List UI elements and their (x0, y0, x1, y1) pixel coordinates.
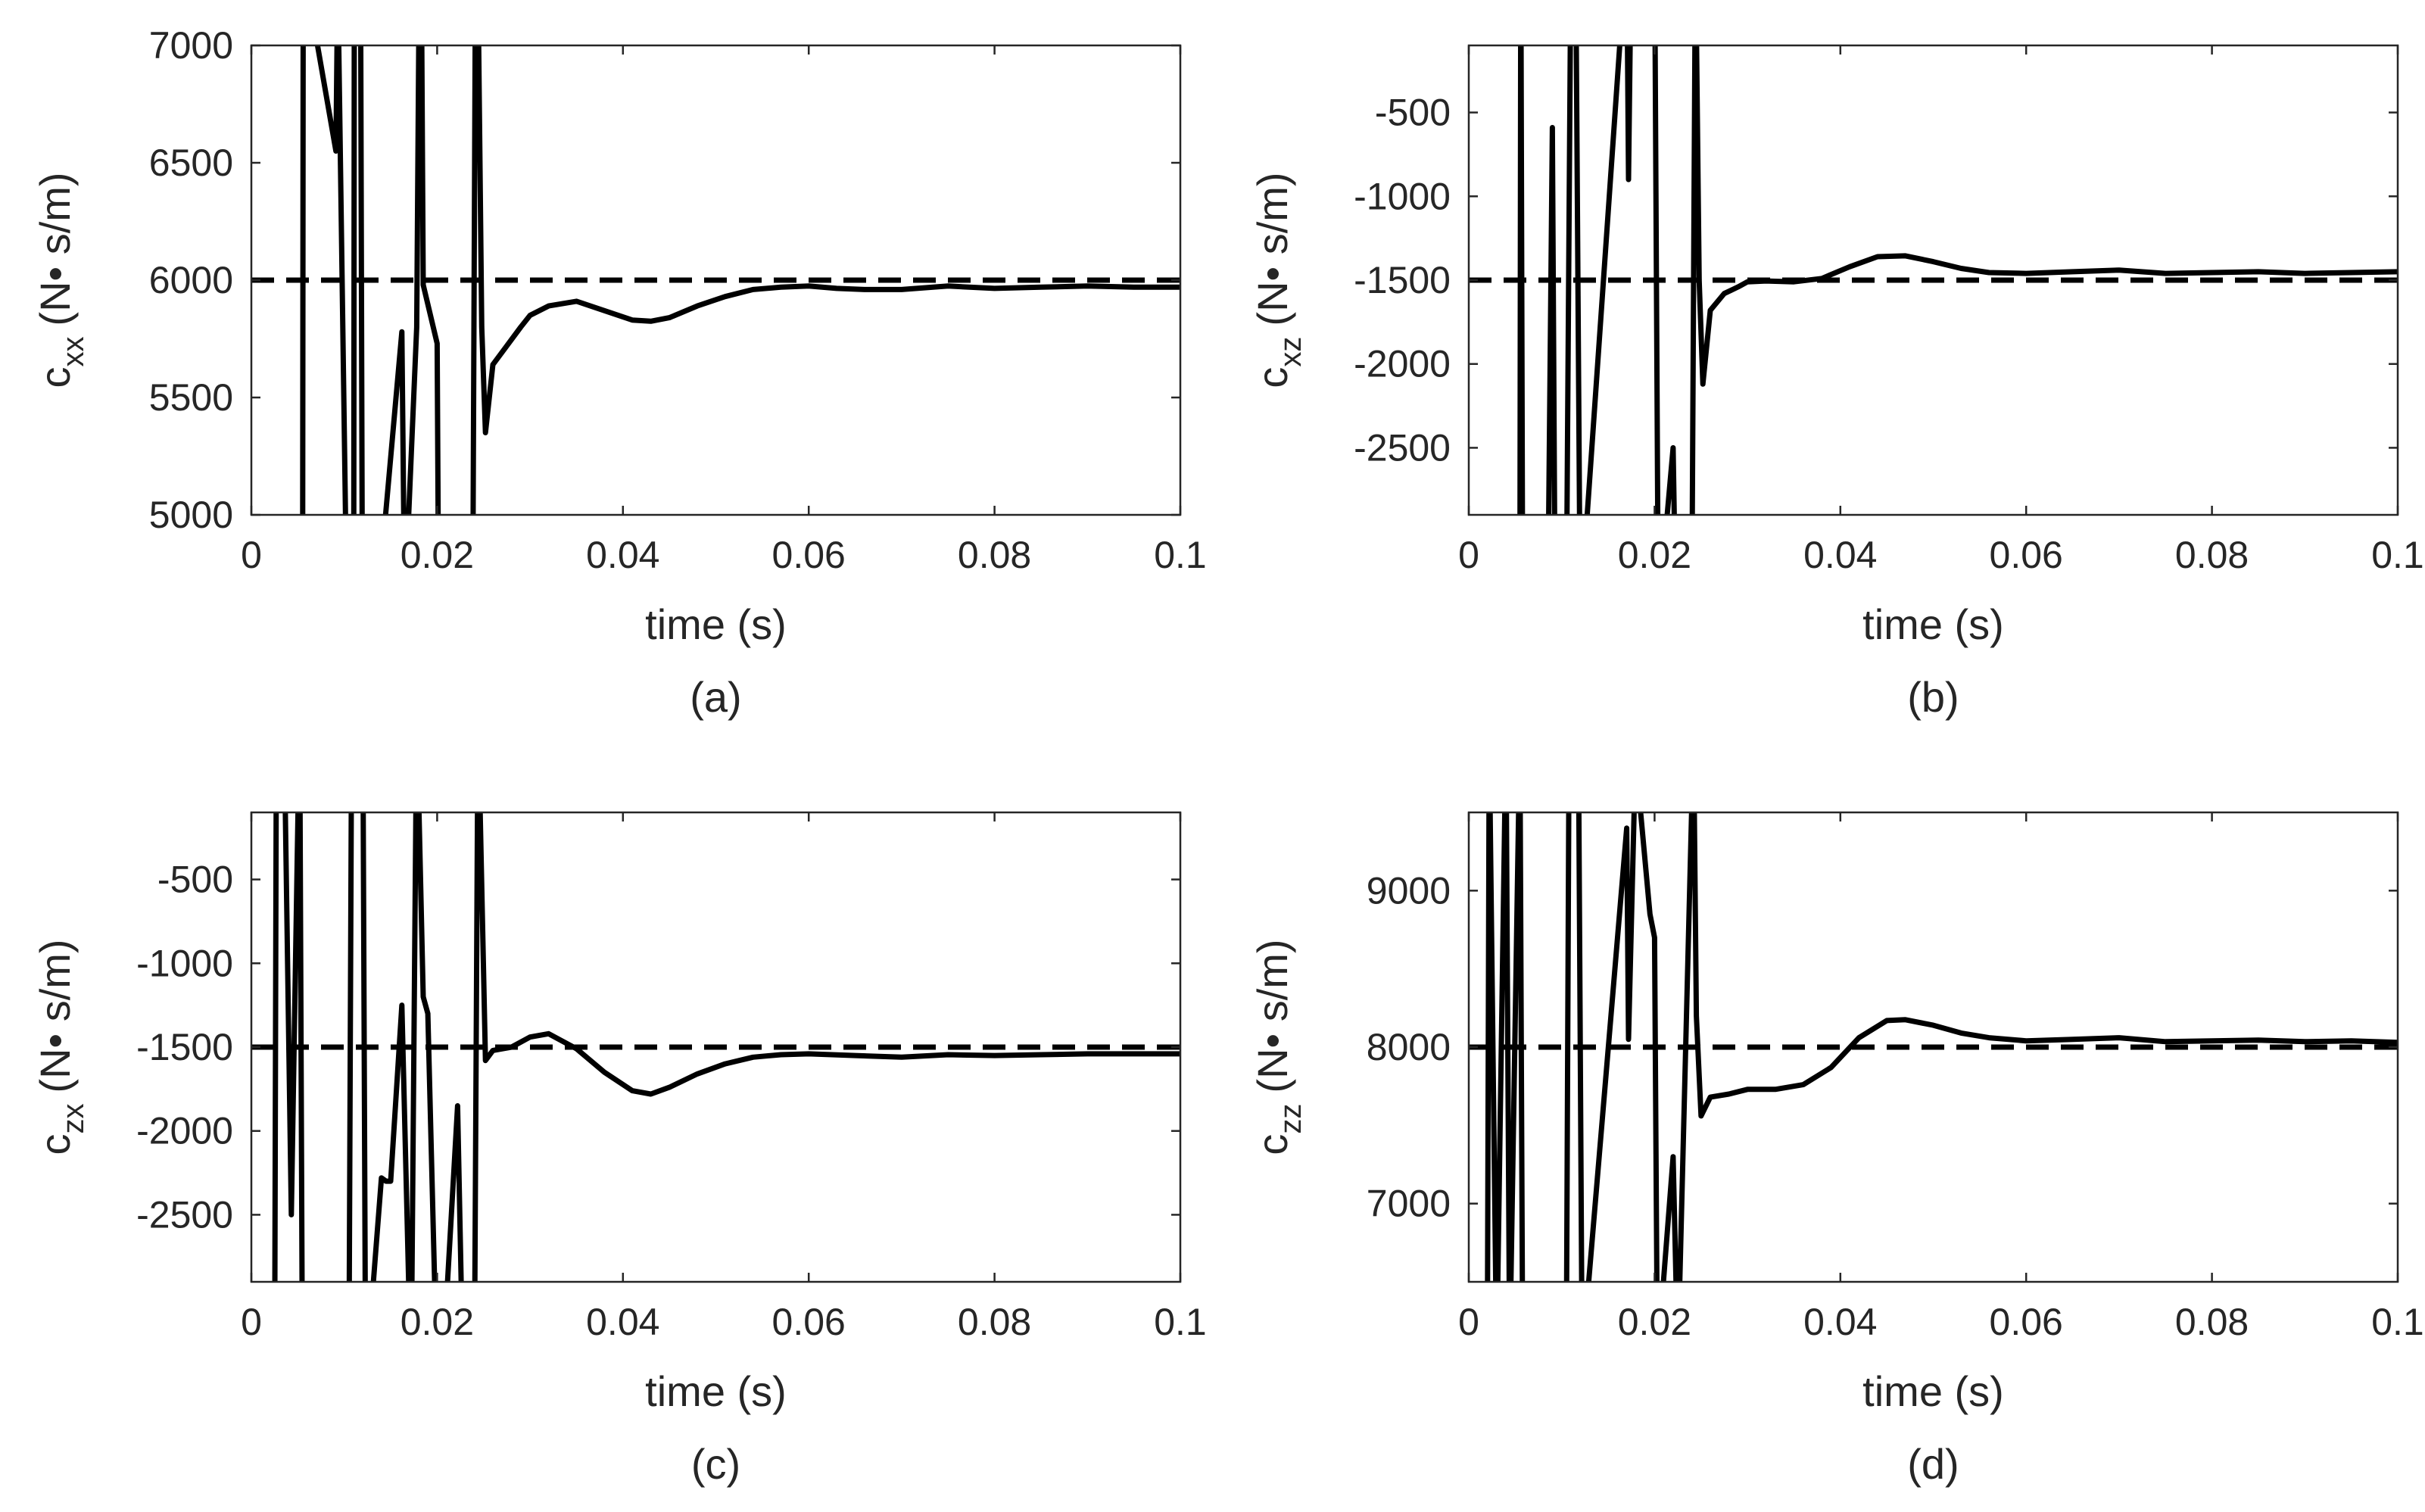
y-axis-subscript: xz (1274, 337, 1308, 367)
y-tick-label: 7000 (149, 24, 233, 67)
x-tick-label: 0.04 (1803, 1301, 1877, 1343)
y-axis-label: czz (N• s/m) (1248, 939, 1308, 1155)
y-tick-label: 9000 (1367, 869, 1451, 912)
y-tick-label: 5000 (149, 494, 233, 536)
x-tick-label: 0.04 (586, 534, 659, 576)
y-tick-label: -2500 (136, 1193, 233, 1236)
x-tick-label: 0.08 (958, 534, 1031, 576)
x-tick-label: 0.04 (1803, 534, 1877, 576)
y-axis-symbol: c (1248, 1134, 1296, 1155)
x-tick-label: 0.08 (2175, 534, 2249, 576)
y-axis-units: (N• s/m) (31, 939, 79, 1093)
x-tick-label: 0 (241, 534, 262, 576)
series-line-estimate (1517, 45, 2398, 515)
x-axis-label: time (s) (645, 600, 787, 648)
x-tick-label: 0.02 (401, 534, 474, 576)
y-tick-label: 7000 (1367, 1183, 1451, 1225)
x-tick-label: 0.06 (772, 1301, 846, 1343)
x-tick-label: 0.02 (401, 1301, 474, 1343)
y-tick-label: -1000 (136, 942, 233, 984)
y-tick-label: -1500 (136, 1026, 233, 1068)
y-tick-label: -500 (1375, 92, 1451, 134)
series-line-estimate (1485, 812, 2398, 1282)
y-tick-label: 8000 (1367, 1026, 1451, 1068)
y-tick-label: -500 (157, 859, 233, 901)
y-axis-symbol: c (31, 1134, 79, 1155)
x-axis-label: time (s) (1862, 1367, 2004, 1415)
y-axis-subscript: zz (1274, 1104, 1308, 1134)
x-tick-label: 0.1 (2371, 534, 2424, 576)
y-axis-units: (N• s/m) (1248, 172, 1296, 326)
y-axis-label: czx (N• s/m) (31, 939, 90, 1155)
x-tick-label: 0.08 (958, 1301, 1031, 1343)
y-axis-units: (N• s/m) (1248, 939, 1296, 1093)
y-tick-label: -2000 (1354, 343, 1451, 385)
x-axis-label: time (s) (1862, 600, 2004, 648)
x-tick-label: 0 (1458, 534, 1479, 576)
y-tick-label: -1000 (1354, 175, 1451, 217)
y-axis-subscript: xx (57, 337, 90, 367)
panel-a: 0 0.02 0.04 0.06 0.08 0.1 5000 5500 6000 6500 7000… (31, 24, 1207, 721)
panel-caption: (a) (690, 673, 741, 721)
y-tick-label: -1500 (1354, 259, 1451, 301)
x-tick-label: 0.1 (2371, 1301, 2424, 1343)
y-tick-label: -2000 (136, 1110, 233, 1152)
panel-caption: (c) (691, 1440, 740, 1488)
y-axis-label: cxz (N• s/m) (1248, 172, 1308, 388)
panel-caption: (d) (1907, 1440, 1959, 1488)
y-tick-label: 6000 (149, 259, 233, 301)
x-tick-label: 0.1 (1154, 1301, 1207, 1343)
x-tick-label: 0 (241, 1301, 262, 1343)
y-axis-label: cxx (N• s/m) (31, 172, 90, 388)
y-tick-label: -2500 (1354, 426, 1451, 469)
y-axis-symbol: c (31, 367, 79, 388)
panel-d: 0 0.02 0.04 0.06 0.08 0.1 7000 8000 9000 time (s)… (1248, 811, 2424, 1488)
x-tick-label: 0.02 (1618, 1301, 1691, 1343)
x-tick-label: 0.06 (772, 534, 846, 576)
y-axis-units: (N• s/m) (31, 172, 79, 326)
x-tick-label: 0 (1458, 1301, 1479, 1343)
panel-b: 0 0.02 0.04 0.06 0.08 0.1 -2500 -2000 -1500 -1000… (1248, 44, 2424, 721)
y-axis-subscript: zx (57, 1104, 90, 1134)
series-line-estimate (272, 812, 1180, 1282)
panel-caption: (b) (1907, 673, 1959, 721)
x-tick-label: 0.06 (1990, 534, 2063, 576)
y-tick-label: 6500 (149, 142, 233, 184)
x-tick-label: 0.04 (586, 1301, 659, 1343)
x-tick-label: 0.02 (1618, 534, 1691, 576)
x-tick-label: 0.08 (2175, 1301, 2249, 1343)
x-tick-label: 0.1 (1154, 534, 1207, 576)
series-line-estimate (300, 45, 1180, 515)
x-tick-label: 0.06 (1990, 1301, 2063, 1343)
x-axis-label: time (s) (645, 1367, 787, 1415)
y-axis-symbol: c (1248, 367, 1296, 388)
panel-c: 0 0.02 0.04 0.06 0.08 0.1 -2500 -2000 -1500 -1000… (31, 811, 1207, 1488)
y-tick-label: 5500 (149, 376, 233, 419)
